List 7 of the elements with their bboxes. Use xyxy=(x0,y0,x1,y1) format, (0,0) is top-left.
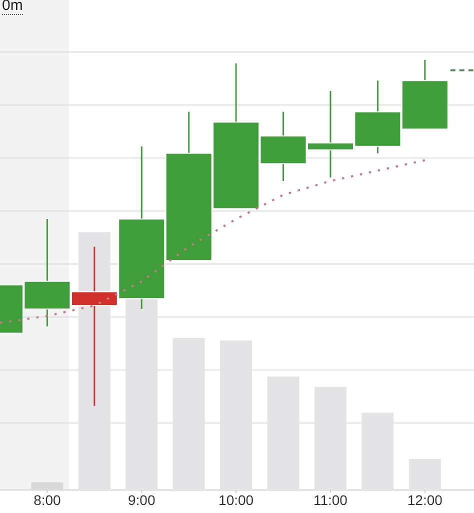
bar xyxy=(31,482,64,490)
bar xyxy=(408,459,441,490)
x-tick-label: 11:00 xyxy=(313,492,348,508)
x-tick-label: 12:00 xyxy=(407,492,443,508)
x-tick-label: 8:00 xyxy=(34,492,62,508)
x-tick-label: 9:00 xyxy=(128,492,156,508)
x-tick-label: 10:00 xyxy=(218,492,254,508)
